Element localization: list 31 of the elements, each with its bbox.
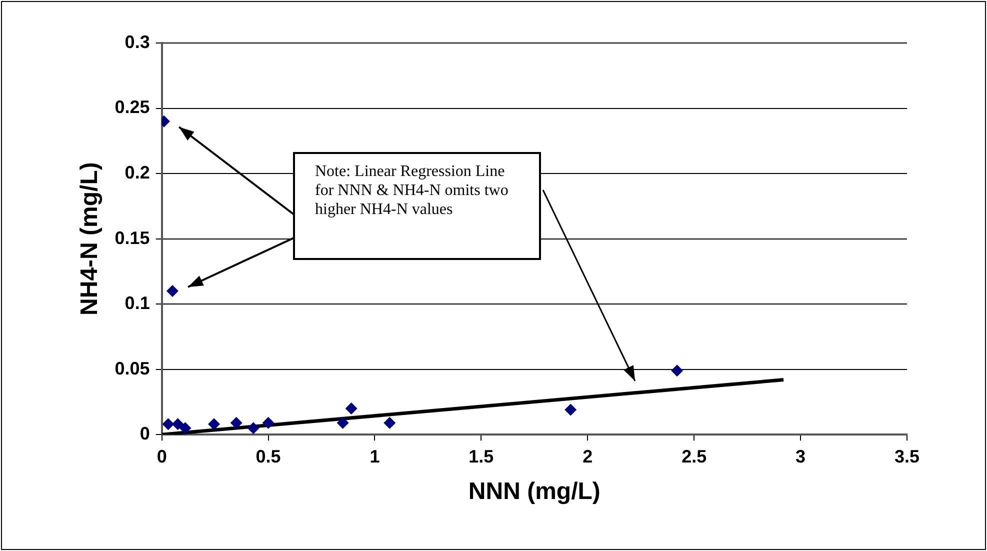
y-tick-label: 0.2	[124, 162, 150, 182]
x-tick-label: 2	[582, 446, 593, 466]
point	[179, 422, 192, 434]
point	[345, 402, 358, 414]
y-tick-label: 0.15	[114, 228, 150, 248]
point	[247, 422, 260, 434]
x-tick-label: 2.5	[682, 446, 707, 466]
point	[230, 416, 242, 429]
point	[172, 418, 184, 430]
point	[166, 285, 178, 298]
point	[162, 418, 174, 430]
y-tick-label: 0	[140, 424, 150, 444]
x-tick-label: 0	[156, 446, 167, 466]
point	[208, 418, 220, 430]
point	[262, 416, 274, 429]
note-box: Note: Linear Regression Line for NNN & NH4-N omits two higher NH4-N values	[293, 152, 541, 260]
y-tick-label: 0.1	[124, 293, 150, 314]
y-axis-title: NH4-N (mg/L)	[76, 162, 104, 316]
x-tick-label: 0.5	[256, 446, 281, 466]
y-tick-label: 0.05	[114, 358, 150, 378]
x-tick-label: 1	[370, 446, 380, 466]
y-tick-label: 0.25	[114, 97, 150, 118]
x-tick-label: 3	[796, 446, 806, 466]
point	[564, 404, 577, 416]
point	[336, 416, 349, 429]
x-axis-title: NNN (mg/L)	[468, 478, 600, 506]
x-tick-label: 3.5	[894, 446, 920, 466]
y-tick-label: 0.3	[124, 32, 150, 52]
point	[671, 364, 684, 377]
point	[384, 416, 396, 429]
x-tick-label: 1.5	[468, 446, 494, 466]
